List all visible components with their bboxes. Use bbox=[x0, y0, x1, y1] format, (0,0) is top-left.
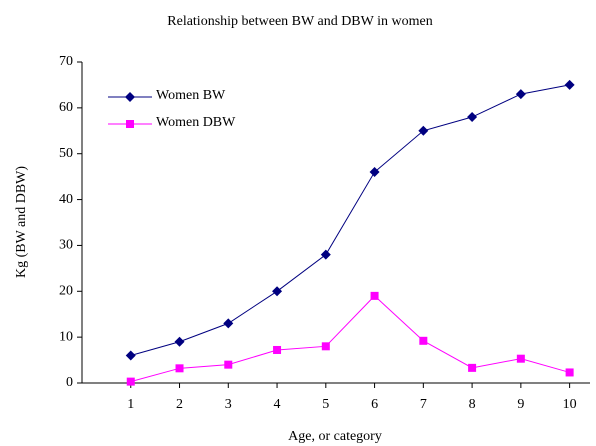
y-tick-label: 0 bbox=[66, 375, 73, 390]
legend-marker bbox=[125, 92, 135, 102]
y-tick-label: 30 bbox=[59, 238, 73, 253]
x-tick-label: 1 bbox=[127, 397, 134, 412]
point bbox=[467, 112, 478, 123]
x-tick-label: 8 bbox=[469, 397, 476, 412]
point bbox=[321, 342, 330, 351]
x-tick-label: 9 bbox=[517, 397, 524, 412]
point bbox=[419, 336, 428, 345]
point bbox=[273, 345, 282, 354]
point bbox=[468, 363, 477, 372]
y-tick-label: 10 bbox=[59, 329, 73, 344]
point bbox=[223, 318, 234, 329]
point bbox=[126, 377, 135, 386]
chart-title: Relationship between BW and DBW in women bbox=[167, 14, 432, 29]
point bbox=[320, 249, 331, 260]
y-tick-label: 60 bbox=[59, 100, 73, 115]
point bbox=[175, 364, 184, 373]
point bbox=[515, 89, 526, 100]
point bbox=[565, 368, 574, 377]
x-tick-label: 2 bbox=[176, 397, 183, 412]
x-tick-label: 4 bbox=[274, 397, 281, 412]
point bbox=[418, 125, 429, 136]
x-tick-label: 5 bbox=[322, 397, 329, 412]
y-tick-label: 70 bbox=[59, 54, 73, 69]
y-axis-label: Kg (BW and DBW) bbox=[14, 166, 29, 278]
x-tick-label: 6 bbox=[371, 397, 378, 412]
legend-label: Women BW bbox=[156, 88, 226, 103]
point bbox=[564, 79, 575, 90]
point bbox=[224, 360, 233, 369]
point bbox=[125, 350, 136, 361]
point bbox=[272, 286, 283, 297]
legend-marker bbox=[126, 120, 134, 128]
series-line bbox=[130, 295, 570, 383]
y-tick-label: 40 bbox=[59, 192, 73, 207]
point bbox=[370, 291, 379, 300]
y-tick-label: 20 bbox=[59, 284, 73, 299]
point bbox=[516, 354, 525, 363]
point bbox=[369, 167, 380, 178]
legend-label: Women DBW bbox=[156, 115, 236, 130]
point bbox=[174, 336, 185, 347]
x-tick-label: 7 bbox=[420, 397, 427, 412]
x-tick-label: 3 bbox=[225, 397, 232, 412]
series-line bbox=[130, 84, 570, 356]
x-axis-label: Age, or category bbox=[288, 429, 382, 444]
x-tick-label: 10 bbox=[563, 397, 577, 412]
y-tick-label: 50 bbox=[59, 146, 73, 161]
